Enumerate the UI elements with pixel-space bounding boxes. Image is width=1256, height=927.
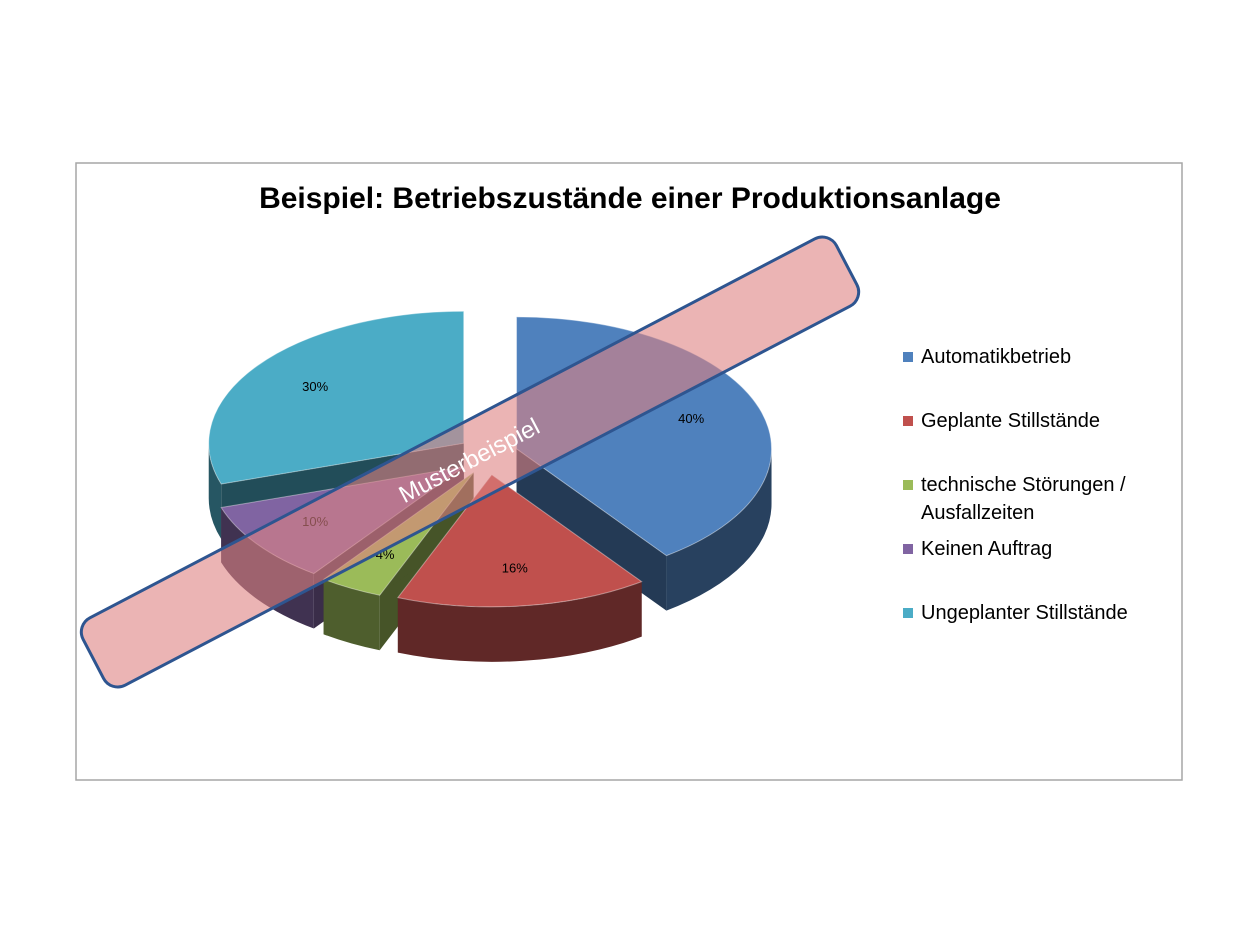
legend-swatch (903, 608, 913, 618)
slice-side (666, 448, 772, 611)
legend-item: technische Störungen / Ausfallzeiten (903, 471, 1178, 535)
legend-swatch (903, 480, 913, 490)
data-label: 30% (302, 379, 328, 394)
legend-item: Geplante Stillstände (903, 407, 1178, 471)
legend-label: Geplante Stillstände (921, 410, 1101, 432)
legend-swatch (903, 416, 913, 426)
data-label: 40% (678, 411, 704, 426)
legend-swatch (903, 352, 913, 362)
slice-top (397, 474, 643, 608)
slice-top (208, 310, 465, 485)
watermark-band (79, 235, 861, 689)
chart-title: Beispiel: Betriebszustände einer Produkt… (259, 182, 1001, 215)
pie-slice: 16% (397, 474, 643, 662)
slice-side (323, 579, 380, 651)
legend-item: Keinen Auftrag (903, 535, 1178, 599)
legend-label: Automatikbetrieb (921, 346, 1072, 368)
legend-item: Ungeplanter Stillstände (903, 599, 1178, 663)
slice-side (208, 443, 222, 540)
legend-label: Keinen Auftrag (921, 538, 1053, 560)
legend: Automatikbetrieb Geplante Stillstände tech… (903, 343, 1178, 663)
legend-label: technische Störungen / Ausfallzeiten (921, 474, 1126, 524)
data-label: 16% (502, 561, 528, 576)
legend-label: Ungeplanter Stillstände (921, 602, 1128, 624)
slice-cut-face (516, 448, 667, 611)
legend-swatch (903, 544, 913, 554)
legend-item: Automatikbetrieb (903, 343, 1178, 407)
slice-side (397, 581, 642, 662)
